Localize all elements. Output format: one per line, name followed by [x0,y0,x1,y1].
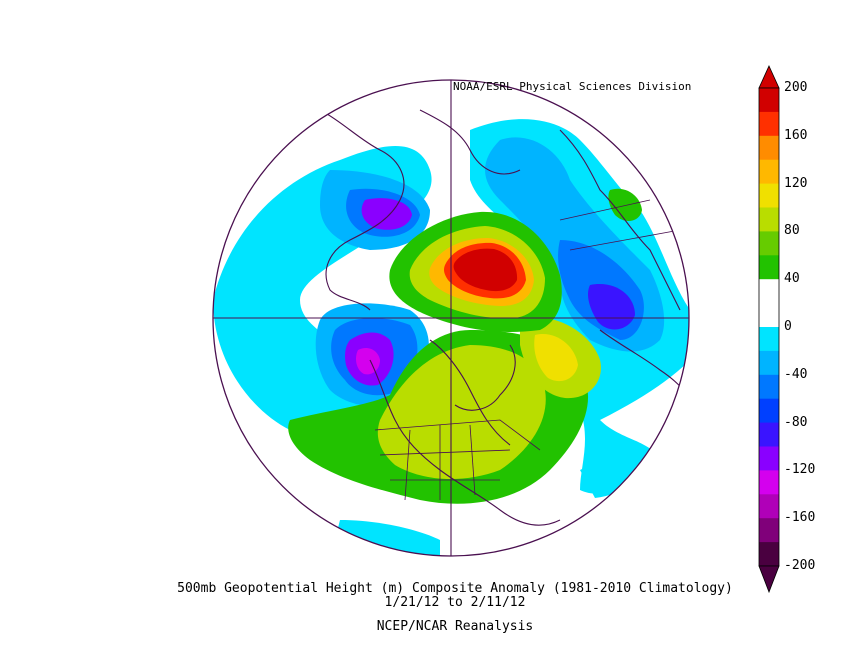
anomaly-fill [213,109,689,556]
colorbar-tick-label: 0 [784,319,792,334]
colorbar-segment [759,303,779,328]
negative-core-asia-3 [361,198,412,230]
colorbar-segment [759,327,779,352]
caption-source: NCEP/NCAR Reanalysis [376,619,534,634]
colorbar-segment [759,494,779,519]
colorbar-tick-label: -40 [784,366,808,382]
positive-band-atlantic-2 [534,334,578,382]
colorbar-segment [759,159,779,185]
colorbar-tick-label: 40 [784,271,800,287]
political-boundaries [374,199,681,501]
colorbar-tick-label: 120 [784,175,808,191]
colorbar-segment [759,231,779,256]
colorbar-tick-label: 80 [784,223,800,239]
colorbar-segment [759,398,779,424]
caption-date-range: 1/21/12 to 2/11/12 [384,595,526,610]
caption-title: 500mb Geopotential Height (m) Composite … [177,581,733,596]
positive-band-america-2 [377,345,546,480]
colorbar-tick-label: 200 [784,80,808,95]
colorbar-tick-label: -120 [784,462,816,478]
colorbar-segment [759,88,779,113]
colorbar-tick-label: -200 [784,558,816,573]
colorbar-tick-label: 160 [784,127,808,143]
colorbar-segment [759,207,779,232]
positive-patch-europe [608,188,642,222]
credit-label: NOAA/ESRL Physical Sciences Division [453,80,692,93]
colorbar-bottom-arrow [758,565,780,594]
colorbar-segment [759,183,779,208]
colorbar-segment [759,422,779,447]
colorbar-tick-label: -80 [784,414,808,430]
colorbar-segment [759,374,779,400]
colorbar-top-arrow [758,65,780,89]
colorbar-segment [759,135,779,161]
coastlines [319,109,689,526]
colorbar-segment [759,470,779,495]
colorbar-segment [759,279,779,304]
colorbar-segment [759,111,779,137]
colorbar-segment [759,518,779,543]
colorbar [758,65,780,594]
positive-core-arctic-5 [453,248,518,292]
colorbar-segment [759,255,779,280]
colorbar-segment [759,350,779,376]
colorbar-tick-label: -160 [784,510,816,526]
colorbar-segment [759,446,779,471]
colorbar-segment [759,542,779,567]
